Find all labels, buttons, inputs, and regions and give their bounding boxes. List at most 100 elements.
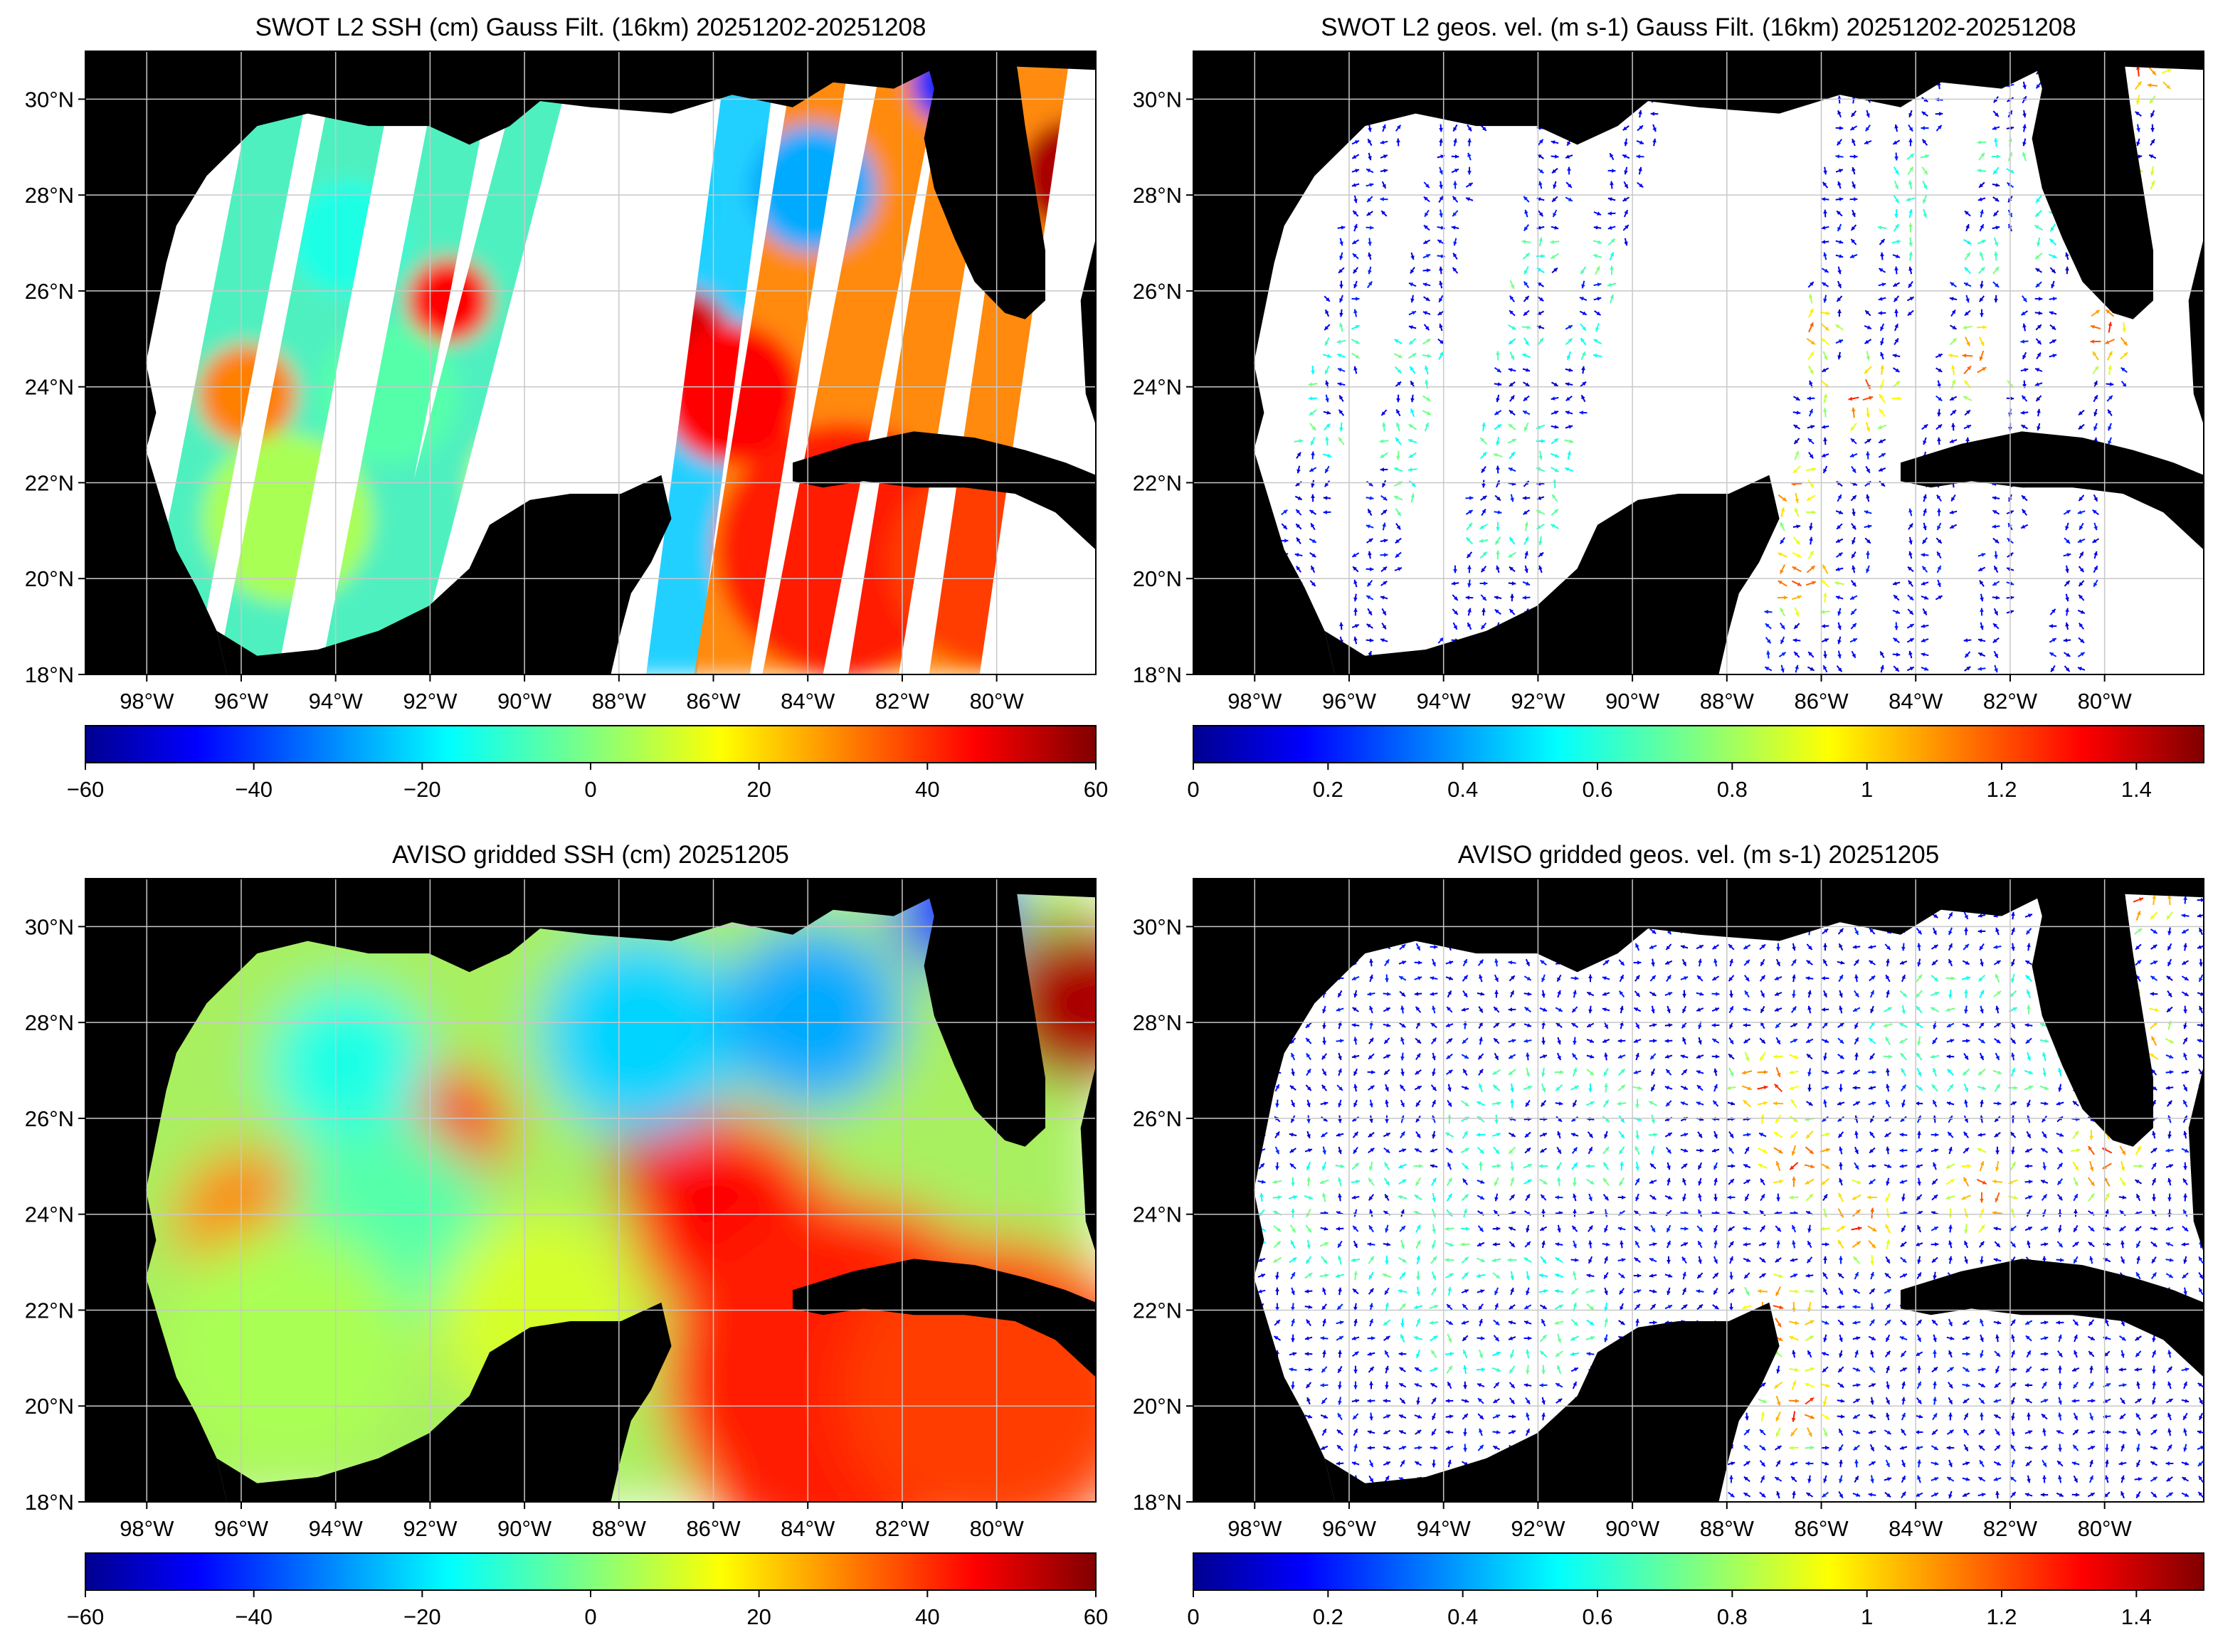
arrow-head bbox=[1980, 625, 1984, 630]
arrow-head bbox=[2079, 595, 2083, 599]
arrow-head bbox=[1294, 553, 1299, 557]
arrow-head bbox=[1792, 1023, 1797, 1027]
arrow-head bbox=[1937, 566, 1941, 571]
land-yucatan bbox=[1324, 475, 1780, 674]
arrow-head bbox=[1948, 931, 1953, 936]
arrow-head bbox=[1605, 960, 1610, 965]
arrow-head bbox=[1869, 960, 1874, 965]
arrow-head bbox=[1731, 1101, 1735, 1106]
arrow-head bbox=[1745, 960, 1750, 964]
arrow-head bbox=[1966, 341, 1970, 346]
arrow-head bbox=[2037, 352, 2041, 357]
arrow-head bbox=[2051, 269, 2056, 273]
arrow-head bbox=[1553, 438, 1558, 443]
arrow-head bbox=[1886, 1068, 1890, 1073]
arrow-head bbox=[1780, 539, 1785, 544]
arrow-head bbox=[1511, 1133, 1516, 1137]
arrow-head bbox=[2093, 381, 2098, 386]
arrow-head bbox=[1964, 282, 1969, 287]
arrow-head bbox=[1633, 1070, 1638, 1074]
arrow-head bbox=[1918, 1086, 1923, 1091]
arrow-head bbox=[1620, 975, 1624, 980]
arrow-head bbox=[2169, 1070, 2174, 1074]
arrow-head bbox=[1408, 424, 1413, 428]
arrow-head bbox=[2036, 198, 2040, 203]
colorbar-tick-label: 0.4 bbox=[1447, 777, 1478, 802]
arrow-head bbox=[1612, 169, 1616, 173]
arrow-head bbox=[1995, 539, 2000, 544]
arrow-head bbox=[1275, 1131, 1279, 1136]
arrow-head bbox=[2167, 992, 2172, 997]
arrow-head bbox=[1453, 569, 1457, 573]
arrow-head bbox=[1951, 379, 1956, 384]
arrow-head bbox=[2039, 297, 2043, 301]
arrow-head bbox=[1439, 184, 1443, 189]
arrow-head bbox=[1352, 976, 1356, 980]
arrow-head bbox=[1668, 1023, 1673, 1027]
arrow-head bbox=[1291, 1118, 1295, 1123]
arrow-head bbox=[2149, 154, 2154, 159]
arrow-head bbox=[2027, 1005, 2031, 1009]
arrow-head bbox=[1299, 439, 1304, 443]
arrow-head bbox=[2093, 582, 2098, 587]
arrow-head bbox=[1776, 1039, 1780, 1044]
arrow-head bbox=[1964, 927, 1968, 931]
arrow-head bbox=[1713, 1100, 1718, 1105]
arrow-head bbox=[2011, 1024, 2015, 1029]
arrow-head bbox=[1538, 541, 1543, 546]
arrow-head bbox=[1917, 1071, 1921, 1076]
arrow-head bbox=[1923, 170, 1928, 175]
arrow-head bbox=[2079, 568, 2084, 572]
arrow-head bbox=[1289, 1133, 1294, 1137]
arrow-head bbox=[1524, 296, 1529, 300]
arrow-head bbox=[1792, 993, 1796, 998]
arrow-head bbox=[1966, 667, 1971, 671]
arrow-head bbox=[2020, 411, 2025, 415]
arrow-head bbox=[1793, 469, 1797, 473]
arrow-head bbox=[1447, 990, 1452, 995]
arrow-head bbox=[1938, 112, 1943, 116]
arrow-head bbox=[2153, 945, 2157, 949]
arrow-head bbox=[1416, 1118, 1420, 1123]
arrow-head bbox=[1369, 1005, 1373, 1010]
arrow-head bbox=[2092, 509, 2097, 514]
y-tick-label: 30°N bbox=[25, 87, 74, 112]
arrow-head bbox=[1930, 1054, 1935, 1059]
arrow-head bbox=[1760, 1056, 1764, 1061]
arrow-head bbox=[1327, 453, 1331, 457]
arrow-head bbox=[1907, 311, 1912, 316]
arrow-head bbox=[1368, 651, 1372, 656]
arrow-head bbox=[1792, 974, 1796, 979]
arrow-head bbox=[1977, 638, 1982, 642]
arrow-head bbox=[1552, 494, 1556, 499]
arrow-head bbox=[2037, 340, 2042, 344]
arrow-head bbox=[1872, 1070, 1876, 1074]
arrow-head bbox=[1743, 1039, 1748, 1043]
arrow-head bbox=[2044, 1086, 2049, 1091]
arrow-head bbox=[1837, 211, 1841, 216]
y-tick-label: 22°N bbox=[25, 470, 74, 495]
arrow-head bbox=[1620, 1005, 1624, 1010]
arrow-head bbox=[1808, 652, 1812, 656]
arrow-head bbox=[1947, 1023, 1952, 1027]
arrow-head bbox=[1879, 394, 1884, 399]
arrow-head bbox=[1567, 166, 1571, 171]
arrow-head bbox=[1729, 1006, 1733, 1011]
arrow-head bbox=[1407, 467, 1412, 472]
map-frame bbox=[1193, 51, 2204, 675]
arrow-head bbox=[2166, 975, 2171, 980]
arrow-head bbox=[1746, 1133, 1751, 1137]
arrow-head bbox=[1353, 608, 1358, 612]
arrow-head bbox=[1649, 1101, 1654, 1105]
arrow-head bbox=[2106, 309, 2111, 314]
arrow-head bbox=[2026, 930, 2031, 935]
arrow-head bbox=[1425, 326, 1430, 331]
arrow-head bbox=[1949, 297, 1954, 301]
arrow-head bbox=[1385, 959, 1390, 964]
x-tick-label: 90°W bbox=[497, 1516, 552, 1541]
arrow-head bbox=[1864, 510, 1869, 514]
arrow-head bbox=[2137, 960, 2142, 965]
arrow-head bbox=[2167, 68, 2172, 73]
arrow-head bbox=[1620, 1069, 1625, 1074]
y-tick-label: 20°N bbox=[1133, 566, 1182, 591]
